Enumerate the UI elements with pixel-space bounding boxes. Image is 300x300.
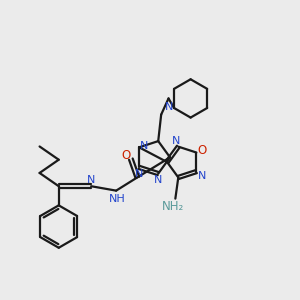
- Text: O: O: [198, 144, 207, 157]
- Text: NH: NH: [109, 194, 126, 204]
- Text: N: N: [135, 169, 143, 179]
- Text: N: N: [154, 175, 162, 185]
- Text: O: O: [121, 149, 130, 162]
- Text: N: N: [172, 136, 181, 146]
- Text: N: N: [87, 175, 95, 185]
- Text: N: N: [197, 171, 206, 181]
- Text: N: N: [140, 141, 148, 151]
- Text: NH₂: NH₂: [162, 200, 184, 212]
- Text: N: N: [164, 102, 173, 112]
